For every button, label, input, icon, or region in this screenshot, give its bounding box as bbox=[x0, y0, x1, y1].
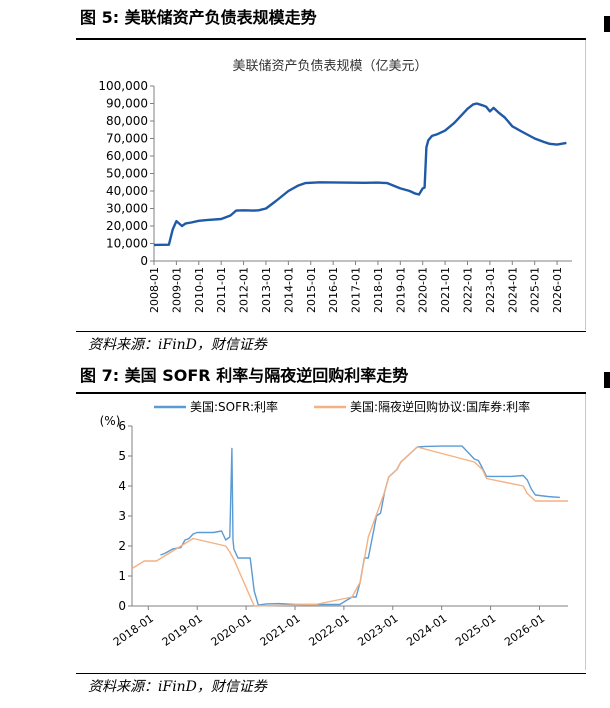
x-tick-label: 2011-01 bbox=[215, 267, 228, 313]
y-tick-label: 0 bbox=[140, 254, 148, 268]
right-column-divider-2 bbox=[585, 394, 586, 670]
y-tick-label: 0 bbox=[118, 599, 126, 613]
x-tick-label: 2020-01 bbox=[417, 267, 430, 313]
x-tick-label: 2021-01 bbox=[439, 267, 452, 313]
y-tick-label: 90,000 bbox=[106, 97, 148, 111]
y-tick-label: 2 bbox=[118, 539, 126, 553]
y-tick-label: 60,000 bbox=[106, 149, 148, 163]
y-tick-label: 50,000 bbox=[106, 167, 148, 181]
x-tick-label: 2016-01 bbox=[327, 267, 340, 313]
series-line-0 bbox=[160, 445, 560, 606]
x-tick-label: 2018-01 bbox=[111, 612, 156, 649]
x-tick-label: 2024-01 bbox=[404, 612, 449, 649]
x-tick-label: 2020-01 bbox=[209, 612, 254, 649]
y-tick-label: 10,000 bbox=[106, 237, 148, 251]
x-tick-label: 2012-01 bbox=[238, 267, 251, 313]
y-tick-label: 20,000 bbox=[106, 219, 148, 233]
y-tick-label: 6 bbox=[118, 419, 126, 433]
x-tick-label: 2008-01 bbox=[148, 267, 161, 313]
sofr-rrp-chart: 0 1 2 3 4 5 6 2018-01 2019-01 2020-01 2021-01 2022-… bbox=[100, 399, 568, 649]
y-tick-label: 70,000 bbox=[106, 132, 148, 146]
x-tick-label: 2017-01 bbox=[350, 267, 363, 313]
x-tick-label: 2009-01 bbox=[170, 267, 183, 313]
legend-label-0: 美国:SOFR:利率 bbox=[190, 399, 278, 414]
x-tick-label: 2013-01 bbox=[260, 267, 273, 313]
series-line-0 bbox=[153, 102, 567, 247]
x-tick-label: 2026-01 bbox=[551, 267, 564, 313]
x-tick-label: 2021-01 bbox=[258, 612, 303, 649]
figure5-top-rule bbox=[76, 38, 586, 40]
x-tick-label: 2018-01 bbox=[372, 267, 385, 313]
figure7-source: 资料来源：iFinD，财信证券 bbox=[88, 679, 267, 695]
x-tick-label: 2023-01 bbox=[484, 267, 497, 313]
x-tick-label: 2019-01 bbox=[394, 267, 407, 313]
figure5-bottom-rule bbox=[76, 331, 586, 332]
y-tick-label: 3 bbox=[118, 509, 126, 523]
y-tick-label: 1 bbox=[118, 569, 126, 583]
y-tick-label: 80,000 bbox=[106, 114, 148, 128]
figure5-title: 图 5: 美联储资产负债表规模走势 bbox=[80, 8, 317, 27]
y-tick-label: 40,000 bbox=[106, 184, 148, 198]
x-tick-label: 2019-01 bbox=[160, 612, 205, 649]
edge-marker-2 bbox=[604, 372, 610, 388]
x-tick-label: 2026-01 bbox=[502, 612, 547, 649]
x-tick-label: 2025-01 bbox=[453, 612, 498, 649]
x-tick-label: 2023-01 bbox=[355, 612, 400, 649]
x-tick-label: 2022-01 bbox=[306, 612, 351, 649]
x-tick-label: 2022-01 bbox=[462, 267, 475, 313]
figure7-title: 图 7: 美国 SOFR 利率与隔夜逆回购利率走势 bbox=[80, 366, 409, 385]
figure5-source: 资料来源：iFinD，财信证券 bbox=[88, 337, 267, 353]
x-tick-label: 2010-01 bbox=[193, 267, 206, 313]
y-tick-label: 5 bbox=[118, 449, 126, 463]
balance-sheet-chart: 美联储资产负债表规模（亿美元） 0 10,000 20,000 30,000 40,000… bbox=[98, 59, 572, 313]
edge-marker-1 bbox=[604, 16, 610, 32]
y-tick-label: 30,000 bbox=[106, 202, 148, 216]
x-tick-label: 2024-01 bbox=[506, 267, 519, 313]
x-tick-label: 2015-01 bbox=[305, 267, 318, 313]
right-column-divider-1 bbox=[585, 40, 586, 330]
y-tick-label: 100,000 bbox=[98, 79, 148, 93]
x-tick-label: 2014-01 bbox=[282, 267, 295, 313]
figure7-top-rule bbox=[76, 392, 586, 394]
x-tick-label: 2025-01 bbox=[529, 267, 542, 313]
chart1-title: 美联储资产负债表规模（亿美元） bbox=[232, 59, 427, 74]
series-line-1 bbox=[131, 446, 568, 607]
legend-label-1: 美国:隔夜逆回购协议:国库券:利率 bbox=[350, 399, 530, 414]
y-tick-label: 4 bbox=[118, 479, 126, 493]
chart2-y-unit: (%) bbox=[100, 414, 121, 428]
figure7-bottom-rule bbox=[76, 673, 586, 674]
